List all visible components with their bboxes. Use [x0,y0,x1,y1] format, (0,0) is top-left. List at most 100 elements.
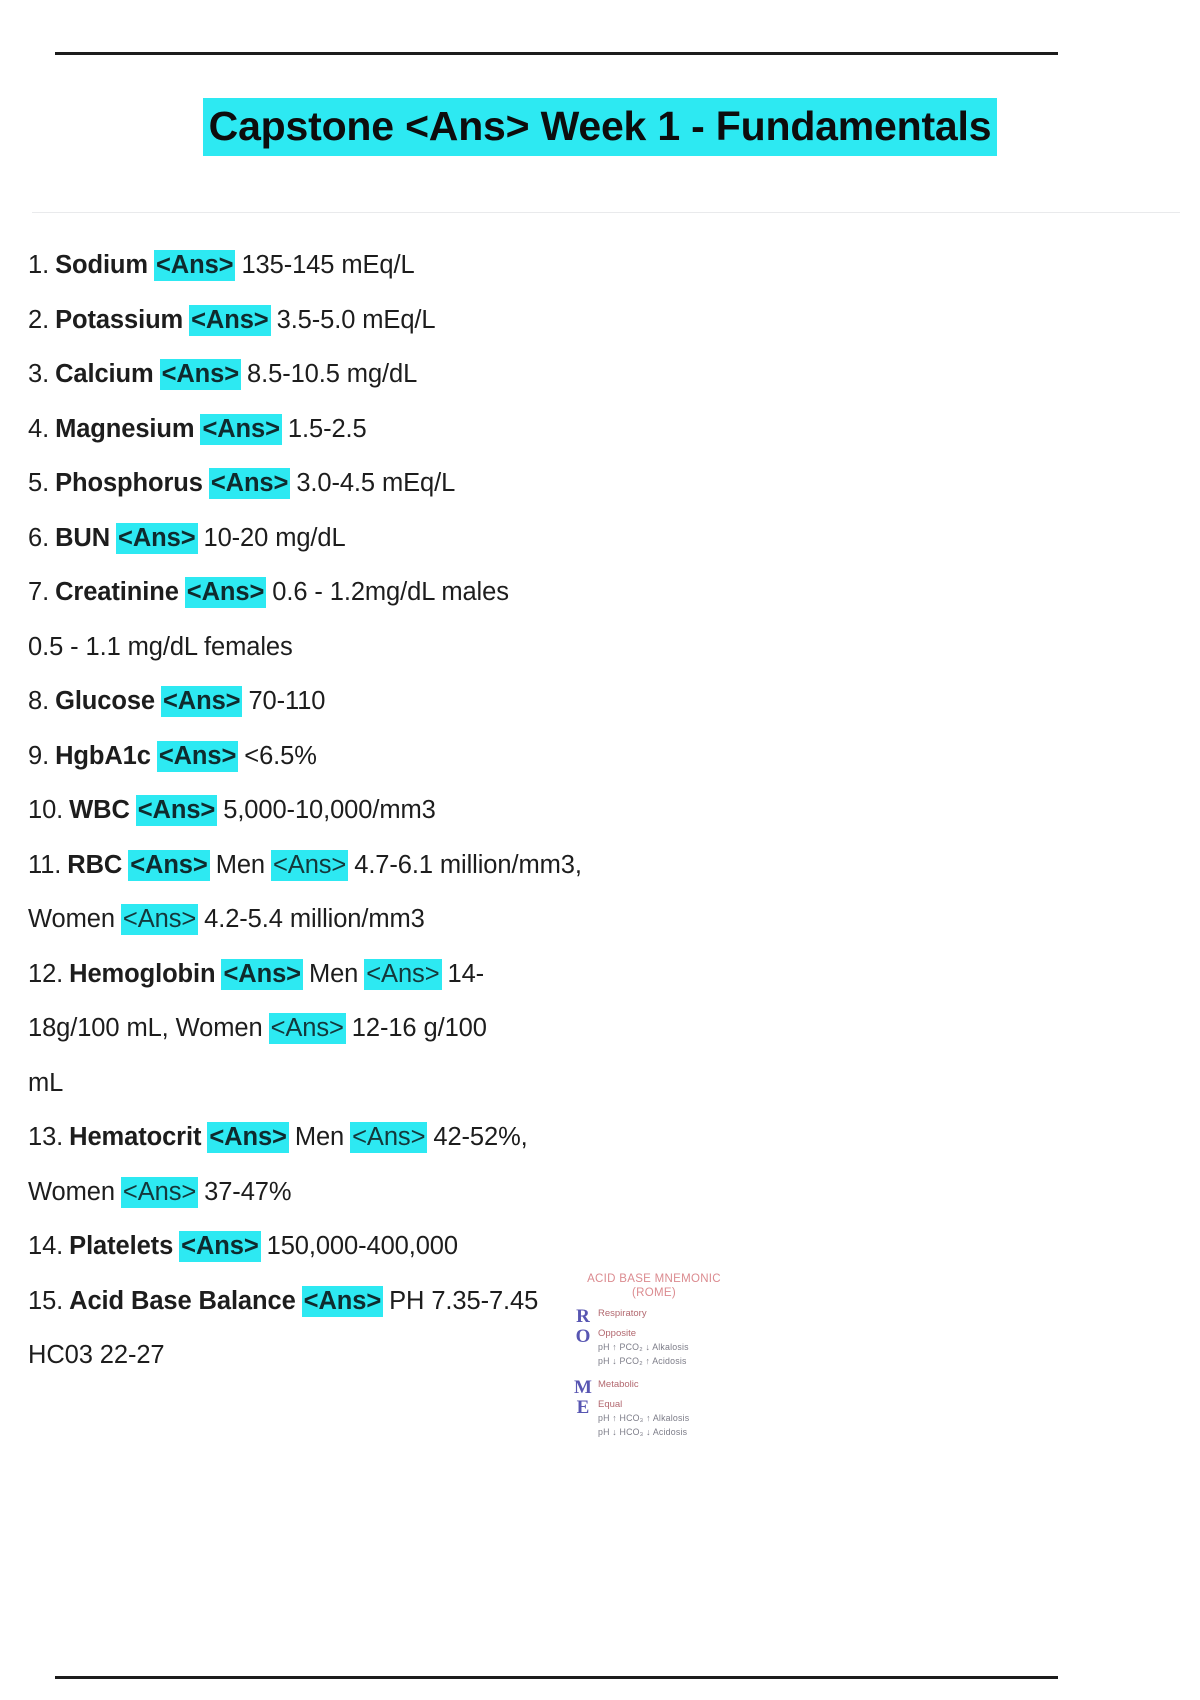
mnemonic-title-line2: (ROME) [632,1287,676,1299]
list-item-continuation: Women <Ans> 37-47% [28,1165,1118,1220]
list-item: 10. WBC <Ans> 5,000-10,000/mm3 [28,783,1118,838]
answer-placeholder: <Ans> [200,413,282,445]
page-title-container: Capstone <Ans> Week 1 - Fundamentals [0,98,1200,157]
mnemonic-letter-o: O [575,1326,591,1347]
list-item-continuation: HC03 22-27 [28,1328,1118,1383]
list-item-label: Glucose [55,687,155,715]
continuation-text: mL [28,1068,64,1097]
mnemonic-title-line1: ACID BASE MNEMONIC [587,1273,721,1285]
title-divider [32,212,1180,213]
header-rule [55,52,1058,55]
answer-placeholder: <Ans> [221,958,303,990]
list-item: 13. Hematocrit <Ans> Men <Ans> 42-52%, [28,1110,1118,1165]
mnemonic-word-metabolic: Metabolic [598,1378,740,1391]
list-item-number: 14. [28,1232,64,1260]
list-item-label: RBC [67,850,123,879]
list-item: 8. Glucose <Ans> 70-110 [28,674,1118,729]
answer-placeholder-secondary: <Ans> [350,1122,428,1153]
answer-placeholder: <Ans> [184,577,267,608]
page-title: Capstone <Ans> Week 1 - Fundamentals [202,98,998,157]
list-item-mid-text: Men [215,850,265,879]
continuation-value: 4.2-5.4 million/mm3 [204,905,425,933]
list-item: 15. Acid Base Balance <Ans> PH 7.35-7.45 [28,1274,1118,1329]
list-item-number: 7. [28,578,50,606]
answer-placeholder: <Ans> [128,849,210,881]
list-item: 11. RBC <Ans> Men <Ans> 4.7-6.1 million/mm3, [28,838,1118,893]
list-item-number: 12. [28,959,64,988]
list-item: 2. Potassium <Ans> 3.5-5.0 mEq/L [28,293,1118,348]
answer-placeholder: <Ans> [159,359,242,390]
mnemonic-equation: pH ↓ HCO₃ ↓ Acidosis [598,1427,688,1437]
list-item-continuation: Women <Ans> 4.2-5.4 million/mm3 [28,892,1118,947]
list-item-value: <6.5% [244,741,317,770]
mnemonic-equation: pH ↓ PCO₂ ↑ Acidosis [598,1356,687,1366]
continuation-value: 37-47% [204,1177,292,1206]
mnemonic-letter-r: R [576,1306,590,1327]
list-item-value: 14- [447,959,485,988]
list-item: 4. Magnesium <Ans> 1.5-2.5 [28,402,1118,457]
continuation-text: 0.5 - 1.1 mg/dL females [28,632,293,661]
mnemonic-word-respiratory: Respiratory [598,1307,740,1320]
list-item-value: 3.0-4.5 mEq/L [296,469,456,497]
answer-placeholder: <Ans> [153,250,236,281]
mnemonic-word: Metabolic [598,1379,639,1390]
list-item: 6. BUN <Ans> 10-20 mg/dL [28,511,1118,566]
lab-values-list: 1. Sodium <Ans> 135-145 mEq/L 2. Potassium <A… [28,238,1118,1383]
mnemonic-letter-e: E [576,1397,590,1418]
list-item-label: Hemoglobin [69,959,216,988]
list-item-label: Phosphorus [55,469,203,497]
answer-placeholder: <Ans> [161,686,243,717]
answer-placeholder: <Ans> [156,740,239,772]
list-item-value: 10-20 mg/dL [203,523,346,552]
answer-placeholder: <Ans> [135,795,218,826]
continuation-text: HC03 22-27 [28,1341,165,1369]
list-item-number: 8. [28,687,50,715]
list-item-number: 3. [28,360,50,388]
answer-placeholder: <Ans> [189,304,271,336]
continuation-text: Women [28,905,115,933]
answer-placeholder: <Ans> [179,1231,261,1262]
continuation-text: 18g/100 mL, Women [28,1014,263,1042]
answer-placeholder-secondary: <Ans> [364,958,442,990]
list-item-value: 135-145 mEq/L [241,251,415,279]
mnemonic-group-equal: E Equal pH ↑ HCO₃ ↑ Alkalosis pH ↓ HCO₃ … [568,1398,740,1439]
list-item-continuation: mL [28,1056,1118,1111]
list-item-mid-text: Men [294,1123,345,1151]
list-item-value: 4.7-6.1 million/mm3, [354,850,582,879]
list-item-label: HgbA1c [55,741,151,770]
list-item: 12. Hemoglobin <Ans> Men <Ans> 14- [28,947,1118,1002]
list-item-number: 4. [28,414,50,443]
list-item-label: Potassium [55,305,184,334]
mnemonic-body: R Respiratory O Opposite pH ↑ PCO₂ ↓ Alk… [568,1307,740,1439]
list-item-label: Hematocrit [69,1123,202,1151]
mnemonic-letter-m: M [574,1377,592,1398]
list-item-value: 0.6 - 1.2mg/dL males [272,578,509,606]
mnemonic-word: Opposite [598,1328,637,1339]
list-item-value: 3.5-5.0 mEq/L [276,305,436,334]
continuation-text: Women [28,1177,115,1206]
mnemonic-word: Equal [598,1399,623,1410]
list-item-value: 5,000-10,000/mm3 [223,796,436,824]
answer-placeholder: <Ans> [120,904,199,935]
list-item-number: 11. [28,850,62,879]
list-item: 14. Platelets <Ans> 150,000-400,000 [28,1219,1118,1274]
list-item: 5. Phosphorus <Ans> 3.0-4.5 mEq/L [28,456,1118,511]
answer-placeholder: <Ans> [301,1285,384,1317]
list-item-number: 5. [28,469,50,497]
list-item-number: 10. [28,796,64,824]
list-item-value: 70-110 [248,687,326,715]
list-item-number: 13. [28,1123,64,1151]
mnemonic-word: Respiratory [598,1308,647,1319]
acid-base-mnemonic-image: ACID BASE MNEMONIC (ROME) R Respiratory … [568,1272,740,1442]
list-item-continuation: 0.5 - 1.1 mg/dL females [28,620,1118,675]
list-item-number: 1. [28,251,50,279]
mnemonic-group-respiratory: R Respiratory [568,1307,740,1327]
answer-placeholder: <Ans> [208,468,291,499]
list-item-value: PH 7.35-7.45 [389,1286,539,1315]
list-item-label: Calcium [55,360,154,388]
mnemonic-equal-block: Equal pH ↑ HCO₃ ↑ Alkalosis pH ↓ HCO₃ ↓ … [598,1398,740,1439]
list-item-number: 2. [28,305,50,334]
list-item-mid-text: Men [308,959,359,988]
answer-placeholder: <Ans> [116,522,198,554]
